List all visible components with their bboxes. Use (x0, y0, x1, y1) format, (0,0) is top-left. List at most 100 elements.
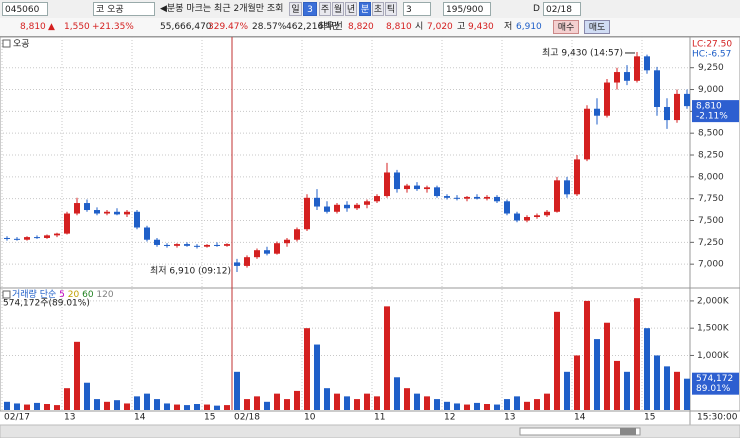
period-second[interactable]: 초 (372, 2, 384, 16)
x-tick-label: 14 (574, 413, 586, 423)
sell[interactable]: 매도 (584, 20, 610, 34)
last-volume-ratio: 89.01% (696, 384, 731, 394)
minute-count[interactable]: 3 (403, 2, 431, 16)
scroll-thumb (620, 428, 636, 435)
volume-bar (374, 396, 380, 410)
volume-bar (314, 344, 320, 410)
candle-body (374, 196, 380, 202)
candle-body (384, 172, 390, 197)
candle-body (134, 211, 140, 228)
period-minute[interactable]: 분 (359, 2, 371, 16)
candle-body (674, 93, 680, 121)
period-tick[interactable]: 틱 (385, 2, 397, 16)
notice[interactable]: ◀분봉 마크는 최근 2개월만 조회 (160, 4, 284, 14)
lc-label: LC:27.50 (692, 40, 732, 50)
x-tick-label: 15 (204, 413, 215, 423)
y-tick-label: 9,000 (698, 85, 724, 95)
volume-bar (104, 401, 110, 410)
name[interactable]: 코 오공 (93, 2, 155, 16)
volume-bar (644, 328, 650, 410)
volume-bar (664, 366, 670, 410)
volume-bar (184, 405, 190, 410)
volume-bar (684, 378, 690, 410)
low-annotation: 최저 6,910 (09:12) (150, 266, 231, 277)
candle-body (624, 72, 630, 81)
volume-bar (554, 311, 560, 410)
candle-body (204, 244, 210, 247)
date[interactable]: 02/18 (543, 2, 581, 16)
candle-body (454, 197, 460, 199)
x-tick-label: 14 (134, 413, 146, 423)
candle-body (124, 211, 130, 215)
volume-bar (444, 401, 450, 410)
candle-body (254, 250, 260, 258)
candle-body (194, 245, 200, 247)
y-tick-label: 7,000 (698, 260, 724, 270)
volume-bar (304, 328, 310, 410)
day-count[interactable]: 3 (303, 2, 317, 16)
volume-bar (384, 306, 390, 410)
candle-body (144, 227, 150, 240)
amount: 462,216백만 (286, 22, 340, 32)
volume-bar (464, 404, 470, 410)
volume-bar (264, 401, 270, 410)
period-month[interactable]: 월 (332, 2, 344, 16)
period-year[interactable]: 년 (345, 2, 357, 16)
d-label: D (533, 4, 540, 14)
candle-body (474, 196, 480, 199)
count[interactable]: 195/900 (443, 2, 491, 16)
time-label: 15:30:00 (697, 413, 738, 423)
candle-body (104, 211, 110, 214)
volume-bar (614, 360, 620, 410)
candle-body (324, 206, 330, 212)
candle-body (34, 237, 40, 239)
last-price: 8,810 (696, 102, 722, 112)
legend-item: 거래량 (12, 288, 37, 300)
candle-body (4, 237, 10, 239)
candle-body (404, 185, 410, 190)
y-tick-label: 8,500 (698, 129, 724, 139)
candle-body (584, 108, 590, 160)
candle-body (354, 204, 360, 209)
code[interactable]: 045060 (2, 2, 48, 16)
volume-bar (394, 377, 400, 410)
candle-body (264, 250, 270, 254)
volume-bar (564, 371, 570, 410)
y-tick-label: 7,250 (698, 238, 724, 248)
volume-bar (284, 399, 290, 410)
last-volume: 574,172 (696, 374, 733, 384)
change: 1,550 (64, 22, 90, 32)
volume-bar (594, 339, 600, 410)
candle-body (44, 235, 50, 238)
candle-body (84, 203, 90, 211)
volume-bar (324, 388, 330, 410)
candle-body (334, 204, 340, 212)
candle-body (174, 244, 180, 246)
last-volume-box (692, 372, 739, 395)
volume-bar (294, 390, 300, 410)
candle-body (54, 233, 60, 236)
period-week[interactable]: 주 (319, 2, 331, 16)
candle-body (484, 196, 490, 199)
x-tick-label: 02/18 (234, 413, 260, 423)
period-day[interactable]: 일 (289, 2, 302, 16)
volume-bar (194, 404, 200, 410)
buy[interactable]: 매수 (553, 20, 579, 34)
candle-body (224, 244, 230, 246)
volume-bar (624, 371, 630, 410)
x-tick-label: 11 (374, 413, 385, 423)
candle-body (244, 257, 250, 266)
candle-body (74, 203, 80, 214)
candle-body (604, 82, 610, 116)
y-tick-label: 8,250 (698, 151, 724, 161)
volume-bar (574, 355, 580, 410)
volume-bar (64, 388, 70, 410)
chart-title: 오공 (13, 39, 30, 50)
open-label: 시 (415, 22, 424, 32)
volume-bar (484, 404, 490, 410)
volume-ratio: 329.47% (208, 22, 249, 32)
volume-bar (164, 403, 170, 410)
y-tick-label: 7,750 (698, 194, 724, 204)
